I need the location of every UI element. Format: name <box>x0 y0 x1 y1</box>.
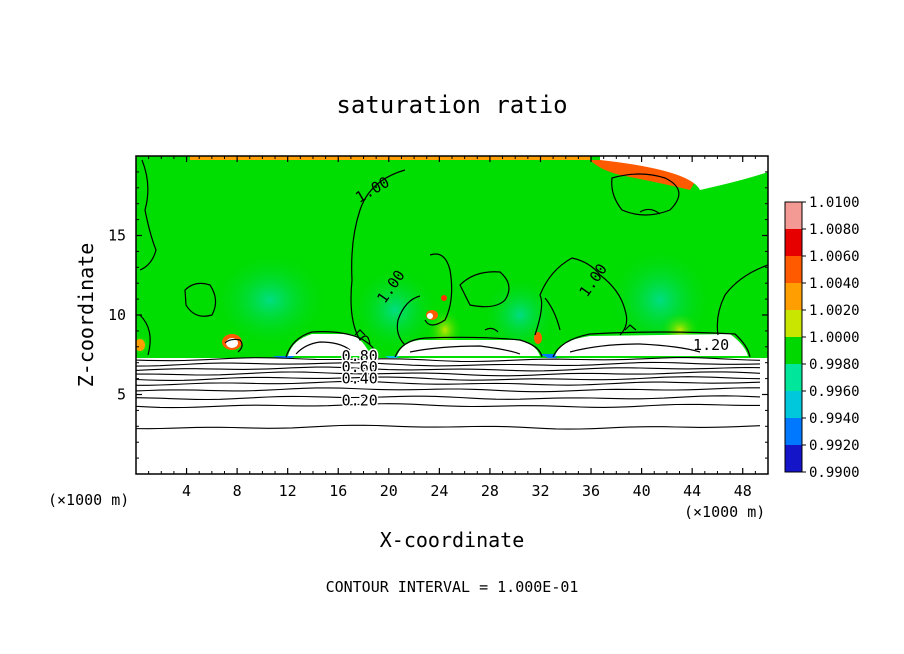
stable-contour-line <box>136 403 760 409</box>
x-tick-label: 8 <box>233 482 242 500</box>
contour-1.00 <box>396 295 421 346</box>
colorbar-label: 1.0040 <box>809 276 860 292</box>
contour-label: 0.40 <box>342 369 378 387</box>
contour-1.00 <box>544 297 561 331</box>
top-cloud-white <box>600 156 768 190</box>
x-tick-label: 4 <box>182 482 191 500</box>
x-tick-label: 32 <box>531 482 549 500</box>
contour-1.00 <box>484 327 499 333</box>
contour-1.20 <box>394 336 543 358</box>
stable-contours <box>136 357 761 430</box>
colorbar-label: 1.0060 <box>809 249 860 265</box>
colorbar-swatch <box>785 283 802 311</box>
colorbar-swatch <box>785 310 802 338</box>
contour-label: 0.60 <box>342 358 378 376</box>
y-tick-label: 5 <box>117 386 126 404</box>
y-axis: 5 10 15 <box>108 171 768 459</box>
contour-1.00 <box>224 338 243 353</box>
colorbar-swatch <box>785 256 802 284</box>
spot-white <box>427 313 433 319</box>
colorbar-swatch <box>785 364 802 392</box>
blue-fringe <box>540 354 560 360</box>
x-tick-label: 24 <box>430 482 448 500</box>
colorbar-swatch <box>785 229 802 257</box>
x-axis: 4 8 12 16 20 24 28 32 36 40 44 48 <box>148 156 756 500</box>
spot-red <box>136 339 145 351</box>
contour-1.00 <box>350 169 406 346</box>
contour-interval-footer: CONTOUR INTERVAL = 1.000E-01 <box>326 578 579 596</box>
y-axis-label: Z-coordinate <box>74 243 98 388</box>
spot-red <box>441 295 447 301</box>
cyan-tint <box>350 265 440 355</box>
contour-1.20 <box>295 341 351 355</box>
x-tick-label: 28 <box>481 482 499 500</box>
stable-contour-line <box>136 395 761 401</box>
colorbar-label: 1.0100 <box>809 195 860 211</box>
spot-red <box>534 332 542 344</box>
contour-1.00 <box>139 159 157 271</box>
colorbar-swatch <box>785 202 802 230</box>
x-tick-label: 12 <box>279 482 297 500</box>
y-tick-label: 15 <box>108 227 126 245</box>
cloud-deck-white <box>397 340 540 356</box>
colorbar-label: 0.9980 <box>809 357 860 373</box>
contour-1.00 <box>611 173 680 216</box>
x-unit-right: (×1000 m) <box>684 503 765 521</box>
contour-label: 0.80 <box>342 347 378 365</box>
colorbar-label: 0.9940 <box>809 411 860 427</box>
contour-1.20 <box>409 345 521 355</box>
x-tick-label: 16 <box>329 482 347 500</box>
contour-1.00 <box>459 271 510 308</box>
stable-contour-line <box>136 361 761 367</box>
contour-1.20 <box>285 331 379 358</box>
contour-1.20 <box>354 329 366 336</box>
contour-1.00 <box>139 314 151 356</box>
cyan-tint <box>210 250 330 350</box>
colorbar-label: 0.9920 <box>809 438 860 454</box>
stable-contour-line <box>136 380 761 386</box>
colorbar-label: 0.9960 <box>809 384 860 400</box>
stable-contour-line <box>136 366 761 372</box>
contour-1.00 <box>716 264 768 336</box>
chart-title: saturation ratio <box>336 91 567 119</box>
x-tick-label: 40 <box>633 482 651 500</box>
contour-1.20 <box>569 343 701 353</box>
colorbar-label: 0.9900 <box>809 465 860 481</box>
contour-1.00 <box>639 208 661 215</box>
stable-contour-line <box>136 387 760 393</box>
cloud-contours <box>285 324 751 358</box>
x-tick-label: 44 <box>683 482 701 500</box>
stable-contour-line <box>136 424 761 430</box>
colorbar-swatch <box>785 445 802 473</box>
colorbar-label: 1.0080 <box>809 222 860 238</box>
contour-1.00 <box>184 282 217 317</box>
cloud-deck-white <box>288 334 370 356</box>
contour-1.20 <box>552 331 751 358</box>
x-tick-label: 48 <box>734 482 752 500</box>
plot-area <box>136 156 768 474</box>
stable-layer <box>136 358 768 474</box>
contour-1.00 <box>424 253 453 326</box>
contour-label: 0.20 <box>342 392 378 410</box>
stable-contour-line <box>136 371 761 377</box>
x-unit-left: (×1000 m) <box>48 491 129 509</box>
colorbar: 1.0100 1.0080 1.0060 1.0040 1.0020 1.0000 0.99… <box>784 195 860 481</box>
stable-contour-line <box>136 357 761 363</box>
colorbar-label: 1.0020 <box>809 303 860 319</box>
top-saturated-strip <box>190 156 590 160</box>
contour-1.20 <box>624 324 637 331</box>
contour-1.00 <box>534 257 628 336</box>
field-contours <box>139 159 768 356</box>
x-tick-label: 36 <box>582 482 600 500</box>
colorbar-label: 1.0000 <box>809 330 860 346</box>
stable-contour-line <box>136 376 761 381</box>
contour-label: 1.20 <box>693 336 729 354</box>
colorbar-swatch <box>785 418 802 446</box>
colorbar-swatch <box>785 337 802 365</box>
x-tick-label: 20 <box>380 482 398 500</box>
y-tick-label: 10 <box>108 306 126 324</box>
x-axis-label: X-coordinate <box>380 528 525 552</box>
colorbar-swatch <box>785 391 802 419</box>
